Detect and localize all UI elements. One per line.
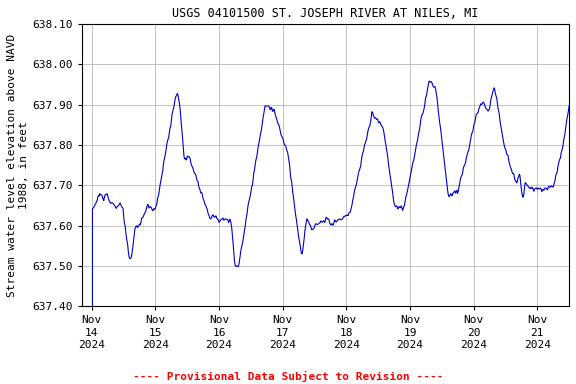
Title: USGS 04101500 ST. JOSEPH RIVER AT NILES, MI: USGS 04101500 ST. JOSEPH RIVER AT NILES,… [172,7,479,20]
Text: ---- Provisional Data Subject to Revision ----: ---- Provisional Data Subject to Revisio… [132,371,444,382]
Y-axis label: Stream water level elevation above NAVD
1988, in feet: Stream water level elevation above NAVD … [7,33,29,297]
